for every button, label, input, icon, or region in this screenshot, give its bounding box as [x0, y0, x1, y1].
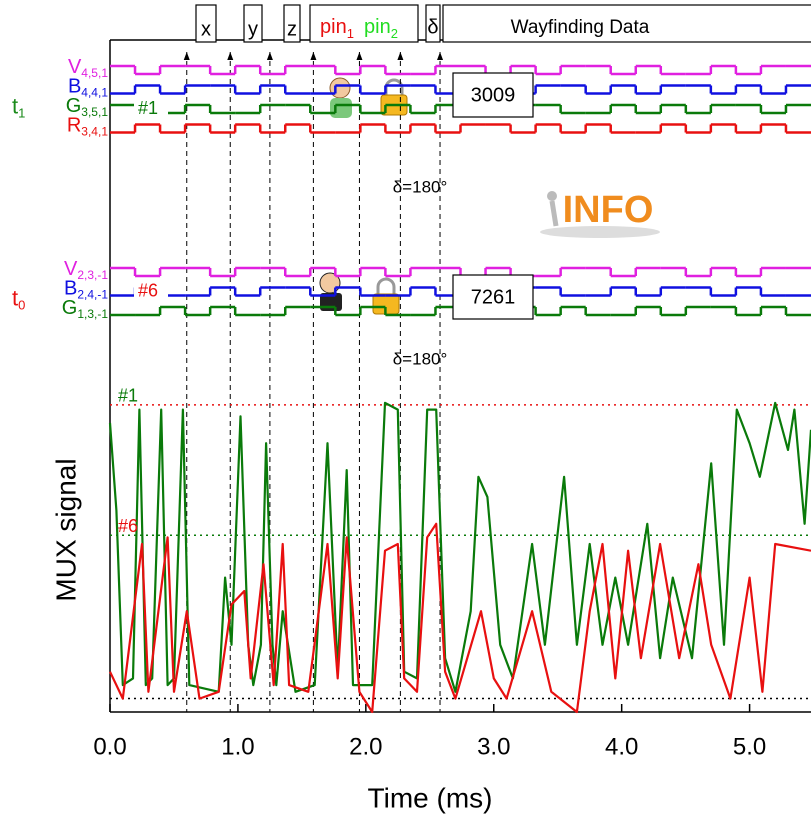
x-tick-label: 5.0 [733, 733, 766, 760]
trace-label: B4,4,1 [68, 76, 108, 100]
pin-sub: 1 [347, 26, 354, 41]
trace-index: 1,3,-1 [77, 307, 108, 321]
trace-index: 2,3,-1 [77, 268, 108, 282]
header-x: x [201, 18, 211, 40]
code-box [452, 72, 534, 118]
trace-letter: V [68, 56, 82, 78]
header-box [309, 4, 419, 43]
pin-sub: 2 [391, 26, 398, 41]
time-sub: 1 [18, 106, 25, 121]
y-axis-title: MUX signal [50, 458, 81, 601]
marker-arrow [437, 52, 444, 60]
phase-text: δ=180° [393, 349, 448, 368]
series-label: #6 [118, 516, 138, 536]
header-z: z [287, 18, 297, 40]
trace-label: G1,3,-1 [62, 297, 109, 321]
trace-tag: #1 [138, 98, 158, 118]
header [195, 4, 811, 43]
header-wayfinding: Wayfinding Data [511, 17, 650, 38]
phase-text: δ=180° [393, 177, 448, 196]
time-letter: t [12, 93, 18, 118]
tag-bg [134, 97, 168, 119]
marker-arrow [227, 52, 234, 60]
trace-index: 3,4,1 [81, 125, 108, 139]
person-icon [329, 77, 351, 99]
trace-letter: G [62, 297, 78, 319]
x-tick-label: 4.0 [605, 733, 638, 760]
code-box [452, 274, 534, 320]
signal-line [108, 401, 811, 693]
time-label: t0 [12, 285, 25, 313]
logo-figure [549, 200, 559, 227]
x-tick-label: 3.0 [477, 733, 510, 760]
trace-label: V2,3,-1 [64, 258, 108, 282]
x-tick-label: 1.0 [221, 733, 254, 760]
marker-arrow [356, 52, 363, 60]
trace-index: 2,4,-1 [77, 288, 108, 302]
x-tick-label: 0.0 [93, 733, 126, 760]
marker-arrow [266, 52, 273, 60]
time-sub: 0 [18, 298, 25, 313]
person-icon [330, 98, 352, 118]
tag-bg [134, 279, 168, 302]
logo-text: INFO [563, 189, 654, 231]
header-pin2: pin2 [364, 16, 398, 41]
trace-letter: R [67, 115, 81, 137]
header-box [442, 4, 811, 43]
trace-index: 3,5,1 [81, 105, 108, 119]
header-box [195, 4, 217, 43]
trace-index: 4,5,1 [81, 66, 108, 80]
series-label: #1 [118, 386, 138, 406]
lock-icon [384, 78, 404, 96]
pin-text: pin [320, 16, 347, 38]
marker-arrow [183, 52, 190, 60]
x-axis-title: Time (ms) [368, 782, 493, 813]
trace-letter: B [64, 278, 77, 300]
header-box [283, 4, 301, 43]
marker-arrow [397, 52, 404, 60]
header-box [425, 4, 441, 43]
trace-label: B2,4,-1 [64, 278, 108, 302]
trace-label: G3,5,1 [66, 95, 109, 119]
code-text: 3009 [471, 84, 516, 106]
code-text: 7261 [471, 286, 516, 308]
pin-text: pin [364, 16, 391, 38]
x-tick-label: 2.0 [349, 733, 382, 760]
trace-index: 4,4,1 [81, 86, 108, 100]
trace-letter: G [66, 95, 82, 117]
header-delta: δ [427, 16, 438, 38]
header-y: y [248, 18, 258, 40]
info-logo: INFO [540, 189, 660, 238]
trace-letter: B [68, 76, 81, 98]
time-letter: t [12, 285, 18, 310]
time-label: t1 [12, 93, 25, 121]
trace-letter: V [64, 258, 78, 280]
header-box [243, 4, 263, 43]
marker-arrow [310, 52, 317, 60]
logo-shadow [540, 226, 660, 238]
lock-icon [376, 277, 396, 295]
trace-tag: #6 [138, 280, 158, 300]
signal-line [109, 522, 811, 714]
header-pin1: pin1 [320, 16, 354, 41]
trace-label: V4,5,1 [68, 56, 108, 80]
logo-figure [547, 191, 557, 201]
trace-label: R3,4,1 [67, 115, 108, 139]
